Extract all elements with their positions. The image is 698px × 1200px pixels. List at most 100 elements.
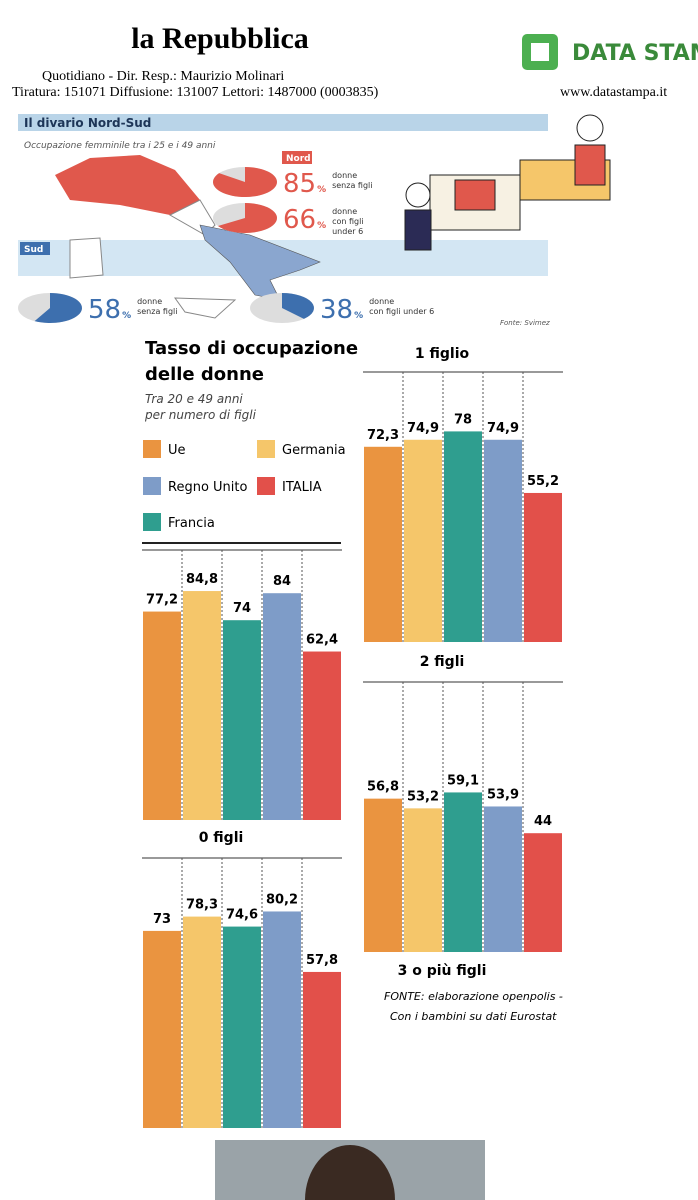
bar <box>484 806 522 952</box>
pie-caption: donne <box>137 297 162 306</box>
region-name: Sud <box>24 245 43 255</box>
illustration-person <box>574 144 606 186</box>
value-label: 55,2 <box>527 474 559 489</box>
chart-caption: 1 figlio <box>415 346 470 362</box>
agency-name: DATA STAMPA <box>572 41 698 66</box>
bar <box>364 446 402 642</box>
legend-label: ITALIA <box>282 480 322 495</box>
header-line: Tiratura: 151071 Diffusione: 131007 Lett… <box>12 85 379 100</box>
bar <box>263 911 301 1128</box>
pie-value: 85 <box>283 169 316 199</box>
illustration-person <box>576 114 604 142</box>
header-line: Quotidiano - Dir. Resp.: Maurizio Molina… <box>42 69 284 84</box>
value-label: 74,9 <box>487 421 519 436</box>
value-label: 77,2 <box>146 593 178 608</box>
value-label: 78,3 <box>186 898 218 913</box>
website: www.datastampa.it <box>560 85 667 100</box>
bar <box>183 916 221 1128</box>
legend-swatch <box>257 440 275 458</box>
region-tag <box>282 151 312 164</box>
tasso-title: Tasso di occupazione <box>145 338 358 359</box>
legend-swatch <box>143 477 161 495</box>
illustration-laptop <box>454 179 496 211</box>
value-label: 74,9 <box>407 421 439 436</box>
divario-bar <box>18 114 548 131</box>
value-label: 53,2 <box>407 789 439 804</box>
bar <box>444 792 482 952</box>
agency-logo-inner <box>531 43 549 61</box>
value-label: 44 <box>534 814 552 829</box>
value-label: 78 <box>454 412 472 427</box>
bar <box>223 620 261 820</box>
tasso-title: delle donne <box>145 364 264 385</box>
legend-label: Germania <box>282 443 346 458</box>
bar <box>364 798 402 952</box>
illustration-person <box>405 182 431 208</box>
pie-value: 66 <box>283 205 316 235</box>
bar <box>404 439 442 642</box>
divario-subtitle: Occupazione femminile tra i 25 e i 49 an… <box>24 141 216 151</box>
legend-label: Francia <box>168 516 215 531</box>
pie-caption: donne <box>332 207 357 216</box>
value-label: 59,1 <box>447 773 479 788</box>
value-label: 56,8 <box>367 780 399 795</box>
tasso-subtitle: per numero di figli <box>144 408 257 422</box>
pie-caption: senza figli <box>332 181 372 190</box>
percent-sign: % <box>317 221 326 231</box>
bar <box>524 833 562 952</box>
bar <box>444 431 482 642</box>
legend-swatch <box>143 513 161 531</box>
percent-sign: % <box>317 185 326 195</box>
value-label: 73 <box>153 912 171 927</box>
region-tag <box>20 242 50 255</box>
chart-caption: 0 figli <box>199 830 244 846</box>
value-label: 74,6 <box>226 908 258 923</box>
bar <box>404 808 442 952</box>
chart-caption: 2 figli <box>420 654 465 670</box>
legend-label: Ue <box>168 443 186 458</box>
bar <box>524 492 562 642</box>
value-label: 84,8 <box>186 572 218 587</box>
region-name: Nord <box>286 154 311 164</box>
bar <box>223 926 261 1128</box>
value-label: 72,3 <box>367 428 399 443</box>
bar <box>183 591 221 820</box>
pie-caption: donne <box>332 171 357 180</box>
legend-swatch <box>257 477 275 495</box>
bar <box>143 611 181 820</box>
pie-caption: senza figli <box>137 307 177 316</box>
tasso-subtitle: Tra 20 e 49 anni <box>145 392 243 406</box>
masthead: la Repubblica <box>131 22 309 55</box>
source: Con i bambini su dati Eurostat <box>390 1010 557 1023</box>
divario-source: Fonte: Svimez <box>500 319 550 327</box>
value-label: 84 <box>273 574 291 589</box>
pie-value: 38 <box>320 295 353 325</box>
pie-slice <box>34 293 82 323</box>
pie-slice <box>282 293 315 319</box>
bar <box>303 651 341 820</box>
divario-title: Il divario Nord-Sud <box>24 116 151 130</box>
pie-caption: con figli <box>332 217 363 226</box>
percent-sign: % <box>122 311 131 321</box>
value-label: 74 <box>233 601 251 616</box>
chart-caption: 3 o più figli <box>398 963 487 979</box>
bar <box>143 930 181 1128</box>
value-label: 80,2 <box>266 892 298 907</box>
map-sardegna <box>69 237 104 279</box>
bar <box>303 971 341 1128</box>
map-sicilia <box>174 297 237 319</box>
photo-subject <box>305 1145 395 1200</box>
pie-caption: con figli under 6 <box>369 307 434 316</box>
bar <box>263 593 301 820</box>
pie-slice <box>217 203 277 233</box>
value-label: 57,8 <box>306 953 338 968</box>
value-label: 53,9 <box>487 787 519 802</box>
source: FONTE: elaborazione openpolis - <box>384 990 563 1003</box>
bar <box>484 439 522 642</box>
map-nord <box>55 155 200 215</box>
legend-swatch <box>143 440 161 458</box>
illustration-person <box>404 209 432 251</box>
pie-caption: under 6 <box>332 227 363 236</box>
value-label: 62,4 <box>306 633 338 648</box>
